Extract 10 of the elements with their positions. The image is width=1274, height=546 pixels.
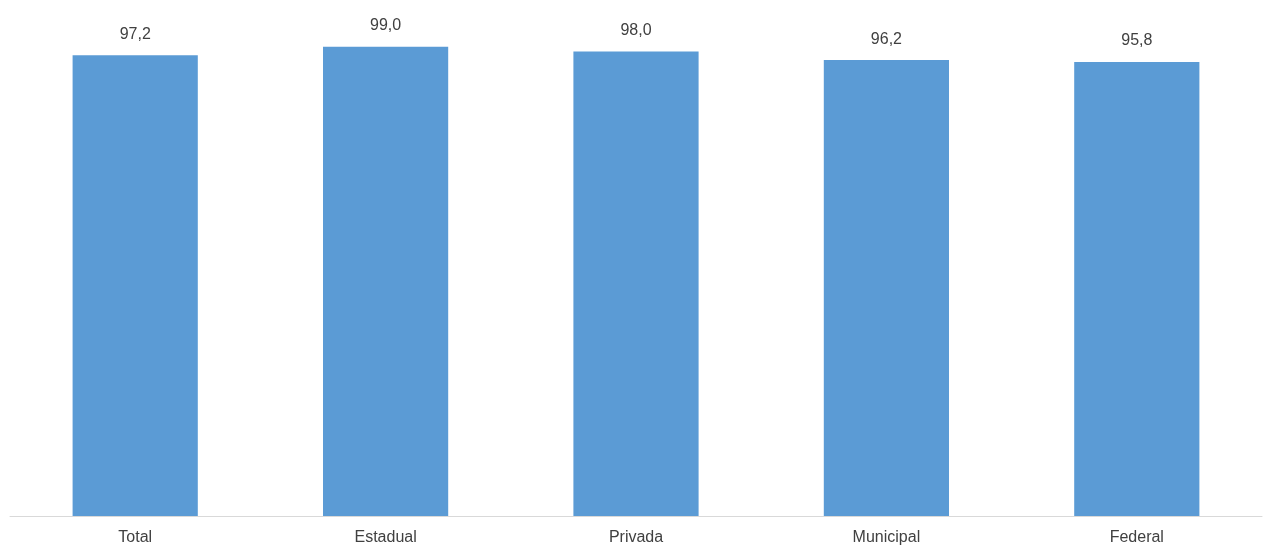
data-label: 98,0 <box>620 20 652 38</box>
x-tick-label: Privada <box>608 527 664 545</box>
x-tick-label: Federal <box>1109 527 1164 545</box>
data-label: 96,2 <box>870 29 903 47</box>
x-tick-label: Estadual <box>354 527 417 545</box>
data-label: 95,8 <box>1121 31 1153 49</box>
data-label: 97,2 <box>119 24 151 42</box>
x-tick-label: Total <box>118 527 153 545</box>
data-label: 99,0 <box>370 16 402 34</box>
x-tick-label: Municipal <box>852 527 921 545</box>
